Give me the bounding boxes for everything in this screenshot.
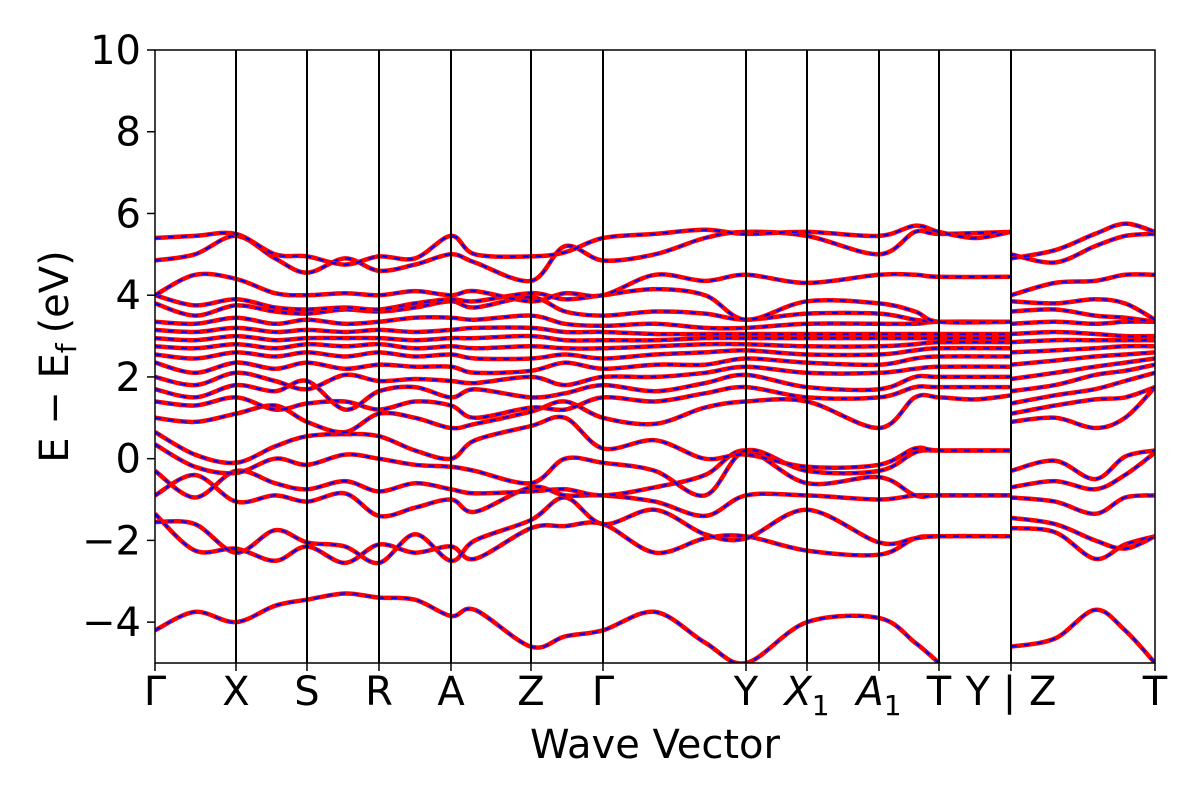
band-lines (155, 221, 1155, 663)
band-line-overlay-9 (1010, 451, 1155, 491)
y-axis-ticks: −4 −2 0 2 4 6 8 10 (82, 28, 155, 646)
y-tick-label: 8 (116, 110, 141, 156)
band-line-11 (1010, 448, 1155, 482)
x-tick-label-10: T (926, 669, 952, 715)
x-tick-label-6: Γ (592, 669, 615, 715)
band-line-overlay-16 (1010, 386, 1155, 415)
y-tick-label: −4 (82, 600, 141, 646)
band-line-overlay-18 (1010, 371, 1155, 405)
band-line-overlay-41 (155, 224, 1012, 266)
band-line-overlay-37 (155, 272, 1012, 303)
x-tick-label-2: S (294, 669, 319, 715)
y-axis-label-subscript: f (50, 342, 83, 353)
y-tick-label: 10 (90, 28, 141, 74)
y-tick-label: 6 (116, 191, 141, 237)
y-tick-label: 2 (116, 355, 141, 401)
band-line-overlay-42 (1010, 222, 1155, 260)
band-line-overlay-4 (155, 496, 1012, 565)
y-tick-label: 0 (116, 437, 141, 483)
band-line-overlay-40 (1010, 232, 1155, 264)
band-line-overlay-33 (155, 296, 1012, 324)
band-line-overlay-5 (1010, 516, 1155, 550)
band-line-2 (155, 512, 1012, 566)
high-symmetry-lines (235, 50, 1012, 663)
band-line-1 (1010, 607, 1155, 663)
band-line-overlay-15 (155, 385, 1011, 419)
band-line-overlay-7 (1010, 494, 1155, 515)
band-line-overlay-34 (1010, 308, 1155, 323)
band-line-overlay-6 (155, 473, 1011, 518)
band-line-overlay-0 (155, 592, 940, 663)
y-axis-label-unit: (eV) (32, 250, 78, 333)
band-line-13 (155, 392, 1012, 435)
band-line-overlay-10 (155, 443, 1012, 497)
band-line-overlay-17 (155, 373, 1011, 411)
y-tick-label: −2 (82, 518, 141, 564)
x-tick-label-0: Γ (144, 669, 167, 715)
x-tick-label-11: Y | Z (965, 669, 1057, 715)
x-tick-label-12: T (1142, 669, 1168, 715)
band-line-overlay-27 (155, 334, 1011, 342)
band-line-overlay-36 (1010, 298, 1155, 321)
x-axis-ticks: Γ X S R A Z Γ Y X1 A1 T Y | Z T (144, 663, 1168, 722)
y-axis-label: E − Ef (eV) (32, 250, 83, 463)
band-line-overlay-24 (1010, 351, 1155, 366)
x-tick-label-1: X (222, 669, 249, 715)
x-tick-label-9: A1 (853, 669, 901, 722)
band-line-overlay-32 (1010, 320, 1155, 325)
x-tick-label-4: A (437, 669, 465, 715)
band-line-overlay-8 (155, 449, 1011, 499)
band-line-38 (1010, 272, 1155, 298)
band-line-overlay-14 (1010, 386, 1155, 430)
band-line-overlay-11 (1010, 449, 1155, 481)
band-line-overlay-38 (1010, 273, 1155, 297)
band-line-overlay-3 (1010, 527, 1155, 561)
band-line-41 (155, 223, 1012, 267)
band-line-overlay-1 (1010, 608, 1155, 663)
band-line-overlay-13 (155, 393, 1012, 434)
band-line-3 (1010, 525, 1155, 562)
band-line-overlay-12 (155, 415, 1012, 469)
band-line-0 (155, 591, 941, 663)
y-tick-label: 4 (116, 273, 141, 319)
band-line-overlay-35 (155, 287, 1012, 324)
band-line-overlay-26 (1010, 345, 1155, 354)
band-line-7 (1010, 493, 1155, 517)
band-line-overlay-20 (1010, 363, 1155, 393)
x-tick-label-5: Z (517, 669, 544, 715)
x-tick-label-8: X1 (782, 669, 829, 722)
y-axis-label-main: E − E (32, 353, 78, 463)
band-line-9 (1010, 450, 1155, 492)
x-tick-label-3: R (365, 669, 393, 715)
band-line-overlay-22 (1010, 357, 1155, 381)
band-line-34 (1010, 307, 1155, 325)
band-line-37 (155, 271, 1012, 304)
band-line-overlay-19 (155, 365, 1012, 391)
x-axis-label: Wave Vector (530, 722, 781, 768)
band-line-10 (155, 442, 1012, 498)
x-tick-label-7: Y (733, 669, 759, 715)
band-line-overlay-28 (1010, 338, 1155, 344)
band-line-overlay-30 (1010, 330, 1155, 338)
plot-frame (154, 49, 1156, 664)
